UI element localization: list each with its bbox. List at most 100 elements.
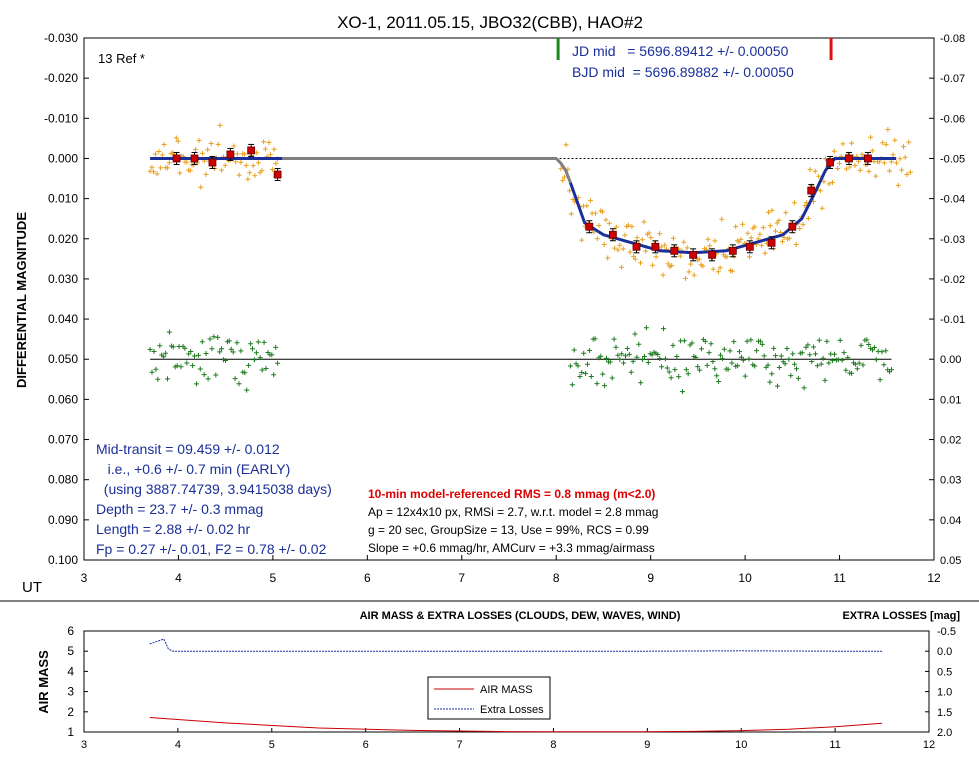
target-raw-point xyxy=(231,143,237,149)
target-raw-point xyxy=(762,250,768,256)
target-raw-point xyxy=(849,140,855,146)
target-raw-point xyxy=(233,159,239,165)
reference-point xyxy=(849,370,855,376)
target-raw-point xyxy=(793,242,799,247)
target-raw-point xyxy=(558,166,564,172)
target-raw-point xyxy=(219,167,225,173)
target-raw-point xyxy=(769,207,775,213)
reference-point xyxy=(659,364,665,370)
target-raw-point xyxy=(619,264,624,270)
target-raw-point xyxy=(819,205,825,211)
reference-point xyxy=(693,355,699,360)
reference-point xyxy=(213,372,219,378)
x-tick-label: 3 xyxy=(81,571,88,585)
left-tick-label: 0.060 xyxy=(48,392,78,406)
target-raw-point xyxy=(800,222,806,228)
target-raw-point xyxy=(156,149,162,154)
main-y-axis-label: DIFFERENTIAL MAGNITUDE xyxy=(14,212,29,388)
binned-point xyxy=(226,150,235,159)
fp-f2-text: Fp = 0.27 +/- 0.01, F2 = 0.78 +/- 0.02 xyxy=(96,541,327,557)
binned-point xyxy=(172,154,181,163)
reference-point xyxy=(729,360,735,366)
target-raw-point xyxy=(899,167,905,173)
reference-point xyxy=(778,353,784,359)
airmass-left-tick-label: 3 xyxy=(67,685,74,699)
target-raw-point xyxy=(613,224,619,230)
target-raw-point xyxy=(203,171,209,177)
reference-point xyxy=(801,385,807,391)
airmass-x-tick-label: 7 xyxy=(456,739,462,751)
binned-point xyxy=(585,222,594,231)
target-raw-point xyxy=(895,182,901,188)
reference-point xyxy=(767,379,773,385)
right-tick-label: -0.01 xyxy=(940,314,965,326)
reference-point xyxy=(697,367,703,373)
target-raw-point xyxy=(717,265,723,271)
airmass-x-tick-label: 11 xyxy=(829,739,840,751)
reference-point xyxy=(579,370,585,375)
target-raw-point xyxy=(686,269,692,275)
reference-point xyxy=(619,351,625,357)
reference-point xyxy=(782,361,788,367)
reference-point xyxy=(672,367,678,373)
reference-point xyxy=(879,349,885,355)
reference-point xyxy=(275,360,281,366)
reference-point xyxy=(165,376,170,382)
reference-point xyxy=(794,366,799,372)
reference-point xyxy=(826,360,832,366)
target-raw-point xyxy=(159,152,165,158)
reference-point xyxy=(203,351,209,356)
reference-point xyxy=(632,331,638,337)
target-raw-point xyxy=(866,168,872,174)
reference-point xyxy=(820,355,826,361)
target-raw-point xyxy=(738,236,744,242)
reference-point xyxy=(246,362,252,368)
reference-point xyxy=(858,342,864,348)
reference-point xyxy=(228,346,234,352)
reference-point xyxy=(645,360,651,365)
reference-point xyxy=(657,356,663,361)
reference-point xyxy=(759,341,765,347)
reference-point xyxy=(814,363,820,369)
reference-point xyxy=(571,347,577,353)
airmass-x-tick-label: 10 xyxy=(735,739,747,751)
right-tick-label: -0.06 xyxy=(940,113,965,125)
target-raw-point xyxy=(907,169,913,175)
reference-point xyxy=(811,344,817,350)
target-raw-point xyxy=(584,203,590,209)
target-raw-point xyxy=(560,177,566,183)
target-raw-point xyxy=(632,256,638,262)
target-raw-point xyxy=(601,242,607,247)
target-raw-point xyxy=(617,242,623,248)
x-tick-label: 11 xyxy=(833,571,846,585)
reference-point xyxy=(642,354,647,359)
reference-point xyxy=(155,376,161,382)
reference-point xyxy=(211,334,217,340)
reference-point xyxy=(704,362,710,368)
reference-point xyxy=(163,350,169,356)
target-raw-point xyxy=(904,172,910,177)
reference-point xyxy=(600,371,606,377)
reference-point xyxy=(818,361,824,367)
reference-point xyxy=(151,349,157,354)
reference-point xyxy=(710,359,716,364)
target-raw-point xyxy=(906,139,912,145)
target-raw-point xyxy=(208,141,214,146)
reference-point xyxy=(689,340,695,346)
ephemeris-text: (using 3887.74739, 3.9415038 days) xyxy=(96,481,332,497)
reference-point xyxy=(188,349,194,354)
reference-point xyxy=(873,357,879,363)
airmass-left-tick-label: 2 xyxy=(67,705,74,719)
reference-point xyxy=(843,367,849,373)
binned-point xyxy=(273,170,282,179)
reference-point xyxy=(230,349,236,355)
target-raw-point xyxy=(760,225,766,231)
target-raw-point xyxy=(252,173,258,179)
reference-point xyxy=(261,339,267,345)
reference-point xyxy=(738,354,744,360)
target-raw-point xyxy=(271,146,277,152)
target-raw-point xyxy=(669,263,675,269)
reference-point xyxy=(706,350,712,356)
reference-point xyxy=(178,364,184,370)
airmass-x-tick-label: 6 xyxy=(363,739,369,751)
